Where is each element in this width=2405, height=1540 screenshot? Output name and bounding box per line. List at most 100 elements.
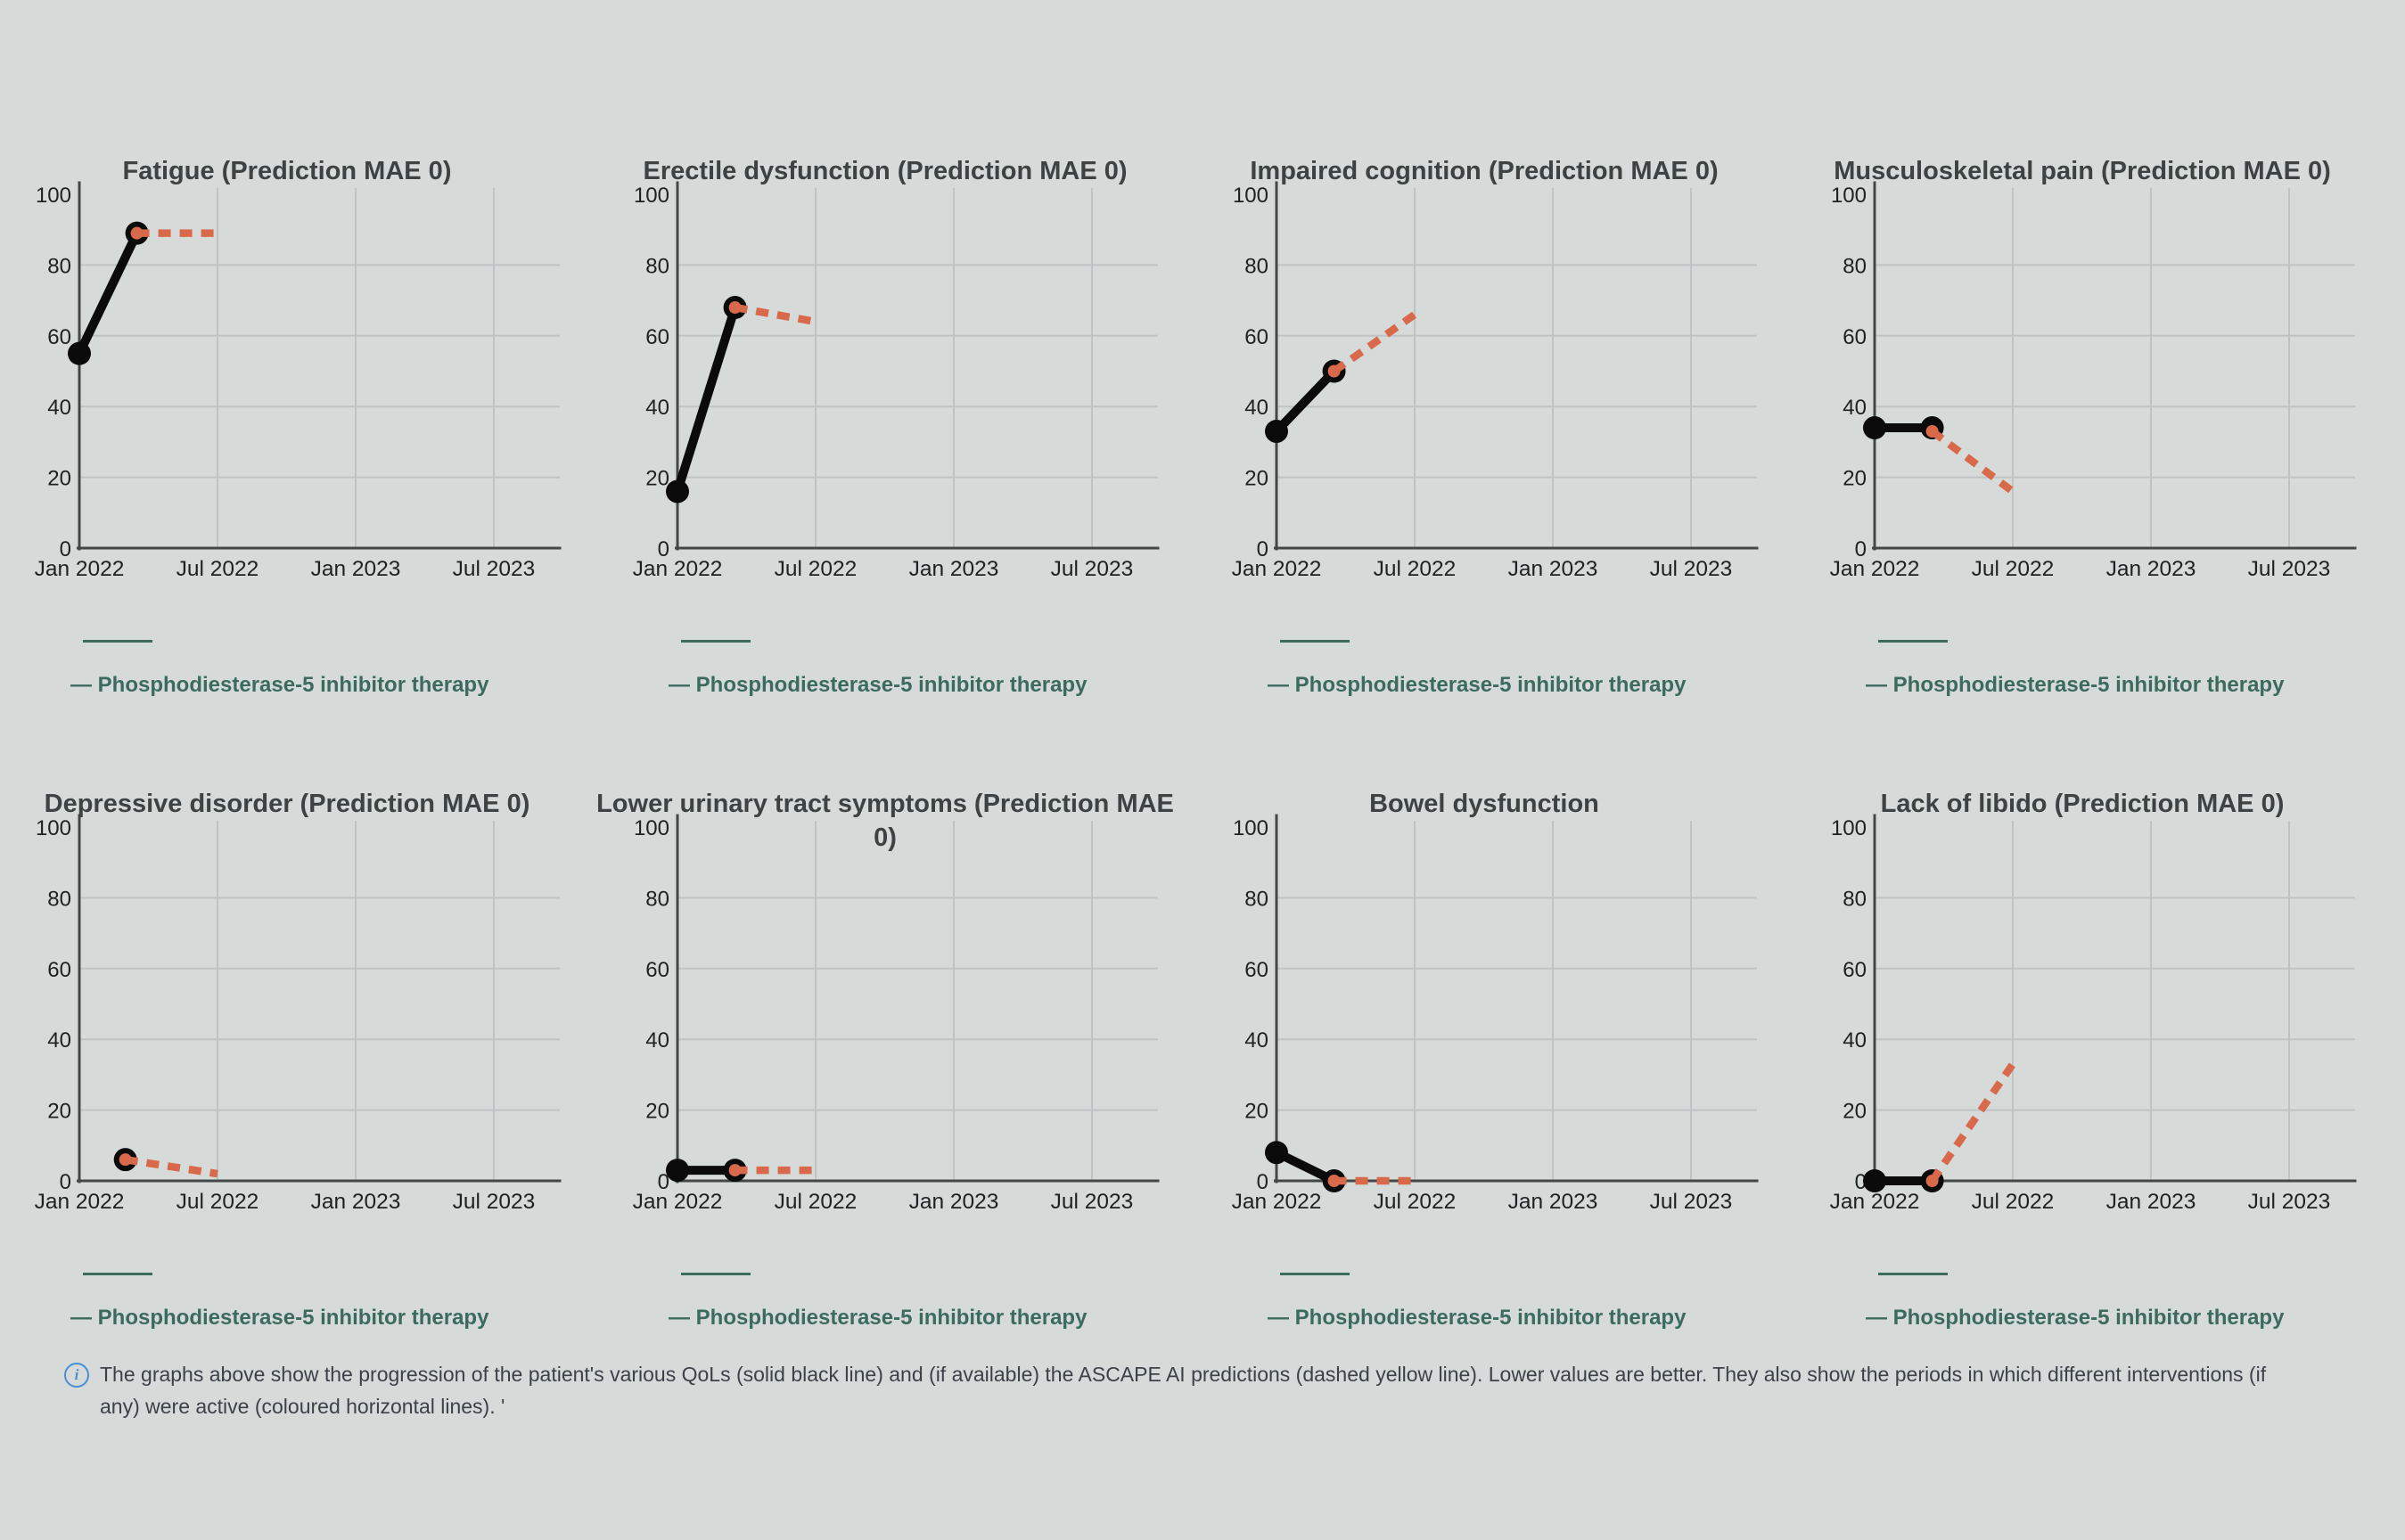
- qol-chart-fatigue: Fatigue (Prediction MAE 0) 0 20 40 60 80 100 J…: [24, 145, 612, 729]
- legend-item-pde5-therapy: — Phosphodiesterase-5 inhibitor therapy: [1268, 673, 1687, 697]
- y-tick-label: 40: [645, 396, 669, 420]
- intervention-period-line: [1280, 1273, 1350, 1275]
- prediction-start-point: [728, 1164, 742, 1177]
- chart-title: Musculoskeletal pain (Prediction MAE 0): [1834, 157, 2331, 185]
- chart-plot: 0 20 40 60 80 100 Jan 2022 Jul 2022 Jan 2023 Jul …: [1830, 814, 2357, 1214]
- y-tick-label: 100: [36, 816, 71, 840]
- x-tick-label: Jan 2023: [311, 1190, 401, 1214]
- x-tick-label: Jul 2023: [1650, 557, 1733, 581]
- chart-title: Bowel dysfunction: [1369, 790, 1599, 818]
- y-tick-label: 0: [60, 1170, 71, 1194]
- y-tick-label: 80: [1843, 254, 1867, 278]
- qol-chart-depressive-disorder: Depressive disorder (Prediction MAE 0) 0…: [24, 778, 612, 1362]
- y-tick-label: 60: [47, 325, 71, 349]
- x-tick-label: Jul 2022: [176, 557, 259, 581]
- x-tick-label: Jul 2023: [2248, 557, 2331, 581]
- y-tick-label: 60: [645, 958, 669, 982]
- prediction-start-point: [130, 226, 144, 240]
- y-tick-label: 20: [645, 1100, 669, 1124]
- legend-item-pde5-therapy: — Phosphodiesterase-5 inhibitor therapy: [669, 673, 1088, 697]
- legend-item-pde5-therapy: — Phosphodiesterase-5 inhibitor therapy: [669, 1306, 1088, 1330]
- chart-plot: 0 20 40 60 80 100 Jan 2022 Jul 2022 Jan 2023 Jul …: [633, 814, 1160, 1214]
- y-tick-label: 40: [1244, 396, 1268, 420]
- observed-point: [1863, 1169, 1886, 1192]
- x-tick-label: Jan 2022: [1830, 557, 1920, 581]
- chart-plot: 0 20 40 60 80 100 Jan 2022 Jul 2022 Jan 2023 Jul …: [35, 181, 562, 581]
- observed-point: [1265, 1141, 1288, 1165]
- chart-plot: 0 20 40 60 80 100 Jan 2022 Jul 2022 Jan 2023 Jul …: [35, 814, 562, 1214]
- prediction-start-point: [1925, 1175, 1939, 1187]
- qol-chart-musculoskeletal-pain: Musculoskeletal pain (Prediction MAE 0) …: [1819, 145, 2405, 729]
- legend-item-pde5-therapy: — Phosphodiesterase-5 inhibitor therapy: [1866, 1306, 2285, 1330]
- prediction-start-point: [119, 1153, 132, 1167]
- y-tick-label: 40: [47, 396, 71, 420]
- x-tick-label: Jul 2023: [1051, 1190, 1134, 1214]
- y-tick-label: 100: [36, 184, 71, 208]
- x-tick-label: Jul 2022: [1972, 557, 2055, 581]
- y-tick-label: 20: [1244, 467, 1268, 491]
- y-tick-label: 60: [47, 958, 71, 982]
- y-tick-label: 80: [47, 887, 71, 911]
- y-tick-label: 0: [1855, 537, 1867, 561]
- y-tick-label: 40: [1244, 1028, 1268, 1053]
- y-tick-label: 0: [1257, 537, 1268, 561]
- x-tick-label: Jul 2022: [1972, 1190, 2055, 1214]
- legend-item-pde5-therapy: — Phosphodiesterase-5 inhibitor therapy: [70, 1306, 489, 1330]
- y-tick-label: 60: [645, 325, 669, 349]
- x-tick-label: Jul 2023: [453, 1190, 536, 1214]
- y-tick-label: 60: [1843, 958, 1867, 982]
- intervention-period-line: [83, 1273, 152, 1275]
- y-tick-label: 100: [1831, 184, 1867, 208]
- prediction-line: [734, 303, 817, 326]
- intervention-period-line: [1280, 640, 1350, 643]
- footnote-text: The graphs above show the progression of…: [100, 1363, 2267, 1418]
- x-tick-label: Jan 2023: [2106, 1190, 2196, 1214]
- prediction-line: [1332, 311, 1417, 374]
- chart-title: Impaired cognition (Prediction MAE 0): [1250, 157, 1719, 185]
- x-tick-label: Jul 2022: [1374, 557, 1457, 581]
- intervention-period-line: [1878, 640, 1948, 643]
- qol-chart-lower-urinary-tract-symptoms: Lower urinary tract symptoms (Prediction…: [596, 778, 1211, 1362]
- x-tick-label: Jan 2023: [909, 557, 999, 581]
- chart-title: Lower urinary tract symptoms (Prediction…: [596, 790, 1174, 852]
- x-tick-label: Jul 2022: [775, 1190, 858, 1214]
- chart-title: Lack of libido (Prediction MAE 0): [1880, 790, 2285, 818]
- qol-chart-bowel-dysfunction: Bowel dysfunction 0 20 40 60 80 100 Jan 2022 Ju…: [1221, 778, 1810, 1362]
- chart-plot: 0 20 40 60 80 100 Jan 2022 Jul 2022 Jan 2023 Jul …: [1830, 181, 2357, 581]
- prediction-line: [1930, 428, 2015, 495]
- x-tick-label: Jan 2023: [311, 557, 401, 581]
- observed-point: [68, 341, 91, 365]
- x-tick-label: Jan 2022: [1830, 1190, 1920, 1214]
- y-tick-label: 40: [645, 1028, 669, 1053]
- y-tick-label: 60: [1244, 958, 1268, 982]
- y-tick-label: 20: [1843, 1100, 1867, 1124]
- observed-point: [666, 479, 689, 504]
- footnote: i The graphs above show the progression …: [64, 1358, 2275, 1422]
- y-tick-label: 80: [645, 887, 669, 911]
- chart-plot: 0 20 40 60 80 100 Jan 2022 Jul 2022 Jan 2023 Jul …: [1232, 181, 1759, 581]
- x-tick-label: Jan 2023: [2106, 557, 2196, 581]
- x-tick-label: Jan 2022: [35, 1190, 125, 1214]
- chart-title: Depressive disorder (Prediction MAE 0): [44, 790, 530, 818]
- chart-title: Erectile dysfunction (Prediction MAE 0): [643, 157, 1128, 185]
- y-tick-label: 0: [1855, 1170, 1867, 1194]
- y-tick-label: 80: [1843, 887, 1867, 911]
- x-tick-label: Jan 2023: [909, 1190, 999, 1214]
- prediction-start-point: [1925, 424, 1939, 438]
- y-tick-label: 100: [1233, 184, 1268, 208]
- legend-item-pde5-therapy: — Phosphodiesterase-5 inhibitor therapy: [70, 673, 489, 697]
- intervention-period-line: [1878, 1273, 1948, 1275]
- y-tick-label: 100: [634, 184, 669, 208]
- qol-chart-lack-of-libido: Lack of libido (Prediction MAE 0) 0 20 40 6…: [1819, 778, 2405, 1362]
- y-tick-label: 0: [658, 1170, 669, 1194]
- prediction-line: [125, 1155, 218, 1178]
- y-tick-label: 40: [47, 1028, 71, 1053]
- x-tick-label: Jan 2022: [633, 1190, 723, 1214]
- qol-chart-erectile-dysfunction: Erectile dysfunction (Prediction MAE 0) …: [622, 145, 1211, 729]
- y-tick-label: 60: [1843, 325, 1867, 349]
- qol-chart-impaired-cognition: Impaired cognition (Prediction MAE 0) 0 2…: [1221, 145, 1810, 729]
- x-tick-label: Jul 2022: [176, 1190, 259, 1214]
- chart-plot: 0 20 40 60 80 100 Jan 2022 Jul 2022 Jan 2023 Jul …: [633, 181, 1160, 581]
- x-tick-label: Jan 2022: [1232, 557, 1322, 581]
- legend-item-pde5-therapy: — Phosphodiesterase-5 inhibitor therapy: [1866, 673, 2285, 697]
